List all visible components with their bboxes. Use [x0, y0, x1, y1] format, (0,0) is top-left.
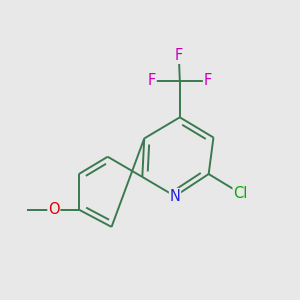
- Text: Cl: Cl: [233, 186, 247, 201]
- Text: F: F: [175, 48, 183, 63]
- Text: F: F: [148, 73, 156, 88]
- Text: F: F: [204, 73, 212, 88]
- Text: O: O: [48, 202, 60, 217]
- Text: N: N: [169, 189, 180, 204]
